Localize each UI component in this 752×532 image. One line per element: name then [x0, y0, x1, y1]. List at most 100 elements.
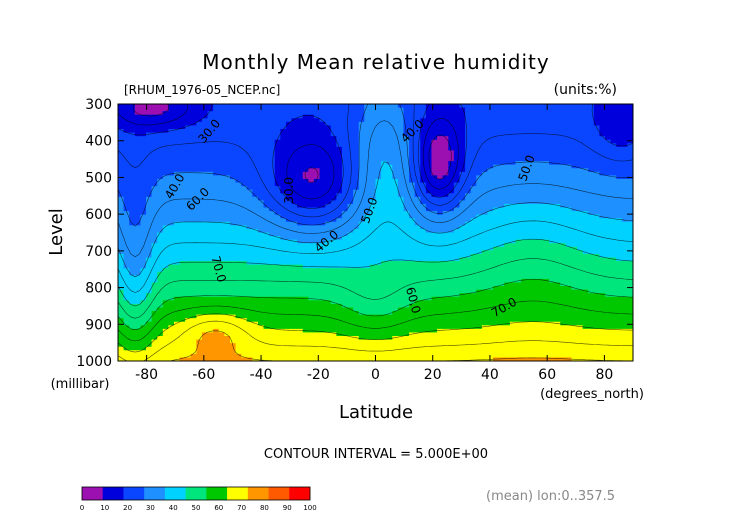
contour-cell	[285, 189, 293, 194]
contour-cell	[285, 193, 293, 198]
contour-cell	[582, 121, 589, 127]
contour-cell	[213, 257, 220, 262]
contour-cell	[577, 107, 584, 112]
contour-cell	[308, 261, 315, 266]
contour-cell	[437, 104, 444, 109]
contour-cell	[476, 136, 483, 141]
contour-cell	[431, 225, 438, 230]
contour-cell	[207, 182, 214, 187]
contour-cell	[173, 157, 181, 162]
contour-cell	[543, 200, 550, 205]
contour-cell	[554, 253, 561, 259]
contour-cell	[571, 189, 578, 194]
contour-cell	[616, 278, 623, 284]
contour-cell	[341, 161, 349, 166]
contour-cell	[185, 189, 192, 194]
contour-cell	[118, 211, 125, 216]
contour-cell	[582, 239, 589, 244]
contour-cell	[241, 118, 248, 123]
contour-cell	[392, 118, 399, 123]
contour-cell	[560, 203, 567, 209]
contour-cell	[235, 107, 242, 112]
contour-cell	[605, 257, 612, 262]
contour-cell	[325, 278, 332, 284]
contour-cell	[185, 118, 192, 123]
contour-cell	[353, 293, 360, 298]
contour-cell	[549, 193, 556, 198]
contour-cell	[280, 150, 287, 155]
contour-cell	[549, 268, 556, 273]
contour-cell	[252, 114, 259, 119]
contour-cell	[442, 293, 449, 298]
contour-cell	[554, 193, 561, 198]
contour-cell	[201, 182, 209, 187]
contour-cell	[526, 268, 533, 273]
contour-cell	[347, 193, 354, 198]
contour-cell	[549, 289, 556, 294]
contour-cell	[302, 275, 309, 280]
contour-cell	[560, 153, 567, 159]
contour-cell	[145, 225, 153, 230]
contour-cell	[185, 214, 192, 219]
contour-cell	[213, 161, 220, 166]
contour-cell	[616, 136, 623, 141]
contour-cell	[577, 225, 584, 230]
contour-cell	[179, 128, 186, 134]
contour-cell	[291, 232, 298, 237]
contour-cell	[431, 221, 438, 226]
contour-cell	[459, 207, 466, 212]
contour-cell	[224, 268, 231, 273]
contour-cell	[358, 268, 365, 273]
contour-cell	[330, 164, 337, 169]
contour-cell	[224, 200, 231, 205]
contour-cell	[459, 136, 466, 141]
contour-cell	[207, 128, 214, 134]
contour-cell	[593, 243, 601, 248]
contour-cell	[442, 189, 449, 194]
contour-cell	[229, 125, 237, 130]
contour-cell	[313, 289, 321, 294]
contour-cell	[330, 111, 337, 116]
contour-cell	[599, 164, 606, 169]
contour-cell	[459, 236, 466, 241]
contour-cell	[263, 186, 270, 191]
contour-cell	[358, 289, 365, 294]
contour-cell	[543, 107, 550, 112]
contour-cell	[554, 118, 561, 123]
contour-cell	[252, 250, 259, 255]
contour-cell	[543, 289, 550, 294]
contour-cell	[145, 186, 153, 191]
contour-cell	[476, 186, 483, 191]
contour-cell	[504, 157, 511, 162]
contour-cell	[196, 236, 203, 241]
contour-cell	[521, 107, 528, 112]
contour-cell	[476, 121, 483, 127]
contour-cell	[269, 250, 276, 255]
contour-cell	[134, 118, 141, 123]
contour-cell	[397, 278, 405, 284]
contour-cell	[280, 228, 287, 234]
contour-cell	[459, 261, 466, 266]
contour-cell	[213, 203, 220, 209]
contour-cell	[123, 221, 130, 226]
contour-cell	[459, 253, 466, 259]
contour-cell	[369, 257, 377, 262]
contour-cell	[481, 104, 489, 109]
contour-cell	[537, 132, 545, 137]
contour-cell	[274, 203, 281, 209]
contour-cell	[257, 232, 265, 237]
contour-cell	[179, 182, 186, 187]
contour-cell	[291, 128, 298, 134]
contour-cell	[414, 218, 421, 223]
contour-cell	[420, 218, 427, 223]
contour-cell	[364, 236, 371, 241]
contour-cell	[341, 164, 349, 169]
contour-cell	[442, 261, 449, 266]
contour-cell	[442, 143, 449, 148]
contour-cell	[134, 211, 141, 216]
contour-cell	[521, 225, 528, 230]
contour-cell	[565, 104, 573, 109]
contour-cell	[565, 118, 573, 123]
contour-cell	[179, 157, 186, 162]
contour-cell	[123, 146, 130, 151]
